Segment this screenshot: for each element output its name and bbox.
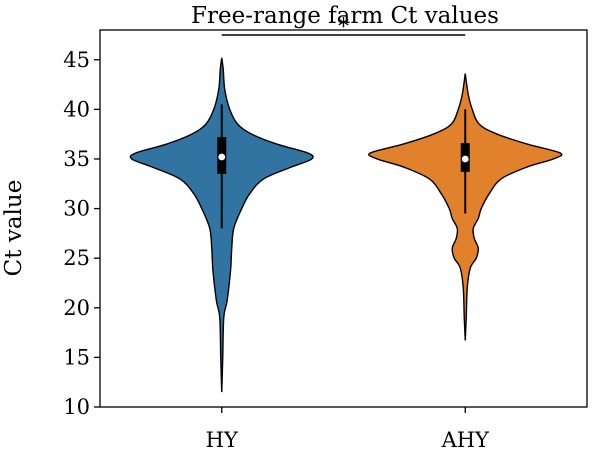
x-axis: HY AHY — [206, 407, 490, 452]
y-tick-label: 35 — [63, 147, 90, 171]
y-tick-label: 30 — [63, 197, 90, 221]
y-tick-label: 45 — [63, 48, 90, 72]
y-tick-label: 15 — [63, 345, 90, 369]
y-tick-label: 20 — [63, 296, 90, 320]
violin-ahy — [368, 73, 563, 341]
violin-median-dot — [218, 153, 226, 161]
y-tick-label: 40 — [63, 97, 90, 121]
y-tick-label: 10 — [63, 395, 90, 419]
significance-annotation: * — [221, 15, 466, 40]
y-axis: 10 15 20 25 30 35 40 45 — [63, 48, 100, 419]
chart-title: Free-range farm Ct values — [191, 3, 499, 29]
plot-frame — [99, 29, 588, 408]
significance-label: * — [338, 15, 349, 40]
violin-median-dot — [461, 155, 469, 163]
y-tick-label: 25 — [63, 246, 90, 270]
x-tick-label: HY — [206, 428, 239, 452]
x-tick-label: AHY — [441, 428, 490, 452]
y-axis-label: Ct value — [1, 180, 27, 277]
violin-hy — [129, 57, 314, 393]
violin-group — [129, 57, 563, 393]
